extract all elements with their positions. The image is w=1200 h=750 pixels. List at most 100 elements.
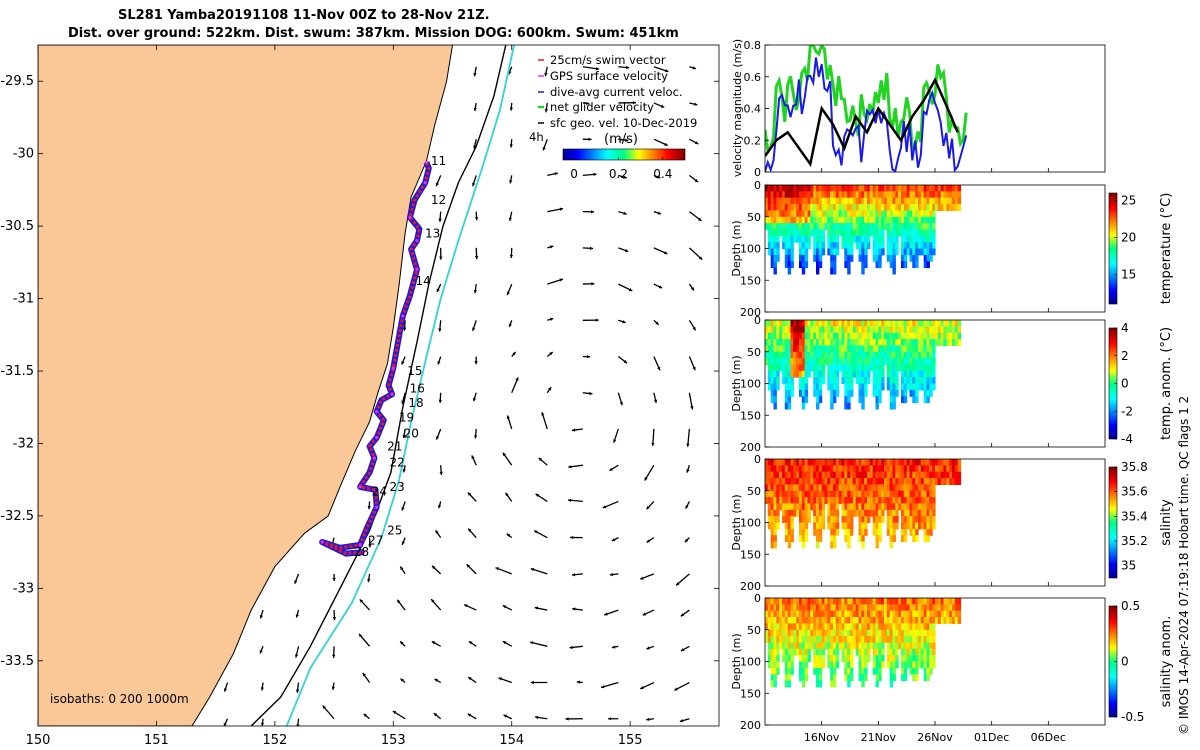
- section-cell: [918, 345, 922, 353]
- day-label: 22: [389, 455, 404, 469]
- section-cell: [787, 254, 792, 262]
- section-cell: [810, 358, 814, 365]
- section-cell: [782, 339, 786, 346]
- section-cell: [926, 478, 930, 485]
- section-cell: [875, 661, 879, 669]
- section-cell: [881, 185, 885, 192]
- section-cell: [790, 667, 794, 675]
- section-cell: [790, 254, 794, 262]
- section-cell: [861, 326, 865, 334]
- section-cell: [841, 197, 845, 205]
- section-cell: [903, 642, 908, 650]
- section-cell: [770, 370, 775, 378]
- section-cell: [850, 364, 854, 372]
- section-cell: [833, 661, 837, 669]
- section-cell: [855, 204, 860, 211]
- section-cell: [929, 229, 933, 237]
- section-cell: [892, 216, 896, 224]
- section-cell: [878, 377, 882, 384]
- section-cell: [835, 377, 840, 384]
- section-cell: [937, 617, 942, 624]
- section-cell: [850, 383, 854, 391]
- section-cell: [881, 623, 885, 631]
- section-cell: [779, 623, 783, 631]
- section-cell: [767, 191, 772, 199]
- section-cell: [801, 358, 806, 365]
- section-cell: [821, 370, 826, 378]
- section-cell: [920, 516, 925, 523]
- section-cell: [889, 484, 894, 492]
- section-cell: [855, 465, 860, 473]
- section-cell: [838, 216, 843, 224]
- current-arrow: [502, 452, 513, 466]
- section-cell: [858, 197, 862, 205]
- section-cell: [886, 490, 891, 498]
- section-cell: [838, 629, 843, 637]
- gps-fix: [362, 550, 366, 554]
- section-cell: [901, 261, 905, 269]
- section-cell: [790, 471, 794, 479]
- isobaths-label: isobaths: 0 200 1000m: [50, 692, 189, 706]
- section-cell: [929, 254, 933, 262]
- section-cell: [892, 345, 896, 353]
- section-cell: [838, 185, 843, 192]
- section-cell: [827, 216, 831, 224]
- section-cell: [799, 617, 803, 624]
- section-cell: [920, 617, 925, 624]
- section-cell: [949, 339, 953, 346]
- section-cell: [926, 248, 930, 256]
- section-cell: [796, 598, 800, 605]
- section-cell: [821, 339, 826, 346]
- section-cell: [881, 242, 885, 250]
- section-cell: [835, 364, 840, 372]
- section-cell: [804, 528, 809, 536]
- section-cell: [850, 478, 854, 485]
- section-cell: [861, 667, 865, 675]
- section-cell: [855, 320, 860, 327]
- section-cell: [790, 358, 794, 365]
- section-cell: [833, 248, 837, 256]
- section-cell: [799, 471, 803, 479]
- section-cell: [841, 503, 845, 511]
- section-cell: [861, 332, 865, 340]
- section-cell: [830, 339, 834, 346]
- section-cell: [901, 370, 905, 378]
- current-arrow: [503, 714, 513, 720]
- section-cell: [869, 351, 874, 359]
- section-cell: [776, 383, 780, 391]
- section-cell: [892, 636, 896, 643]
- section-cell: [901, 604, 905, 612]
- section-cell: [898, 478, 902, 485]
- section-cell: [869, 320, 874, 327]
- section-cell: [784, 497, 789, 504]
- section-cell: [790, 248, 794, 256]
- section-cell: [841, 490, 845, 498]
- section-cell: [875, 471, 879, 479]
- section-cell: [835, 204, 840, 211]
- current-arrow: [618, 211, 627, 215]
- section-cell: [901, 610, 905, 618]
- section-cell: [790, 204, 794, 211]
- section-cell: [889, 667, 894, 675]
- section-cell: [799, 667, 803, 675]
- current-arrow: [508, 211, 513, 222]
- section-cell: [818, 636, 823, 643]
- section-colorbar-tick-label: 0: [1121, 655, 1129, 669]
- section-cell: [796, 478, 800, 485]
- current-arrow: [568, 464, 583, 469]
- section-cell: [827, 509, 831, 517]
- section-cell: [790, 629, 794, 637]
- section-ylabel: Depth (m): [730, 494, 743, 550]
- section-cell: [867, 364, 871, 372]
- section-cell: [810, 229, 814, 237]
- section-cell: [810, 642, 814, 650]
- section-cell: [932, 478, 936, 485]
- section-cell: [889, 535, 894, 543]
- section-cell: [929, 389, 933, 397]
- section-cell: [932, 661, 936, 669]
- section-cell: [824, 351, 828, 359]
- section-cell: [886, 185, 891, 192]
- section-cell: [804, 516, 809, 523]
- section-cell: [782, 242, 786, 250]
